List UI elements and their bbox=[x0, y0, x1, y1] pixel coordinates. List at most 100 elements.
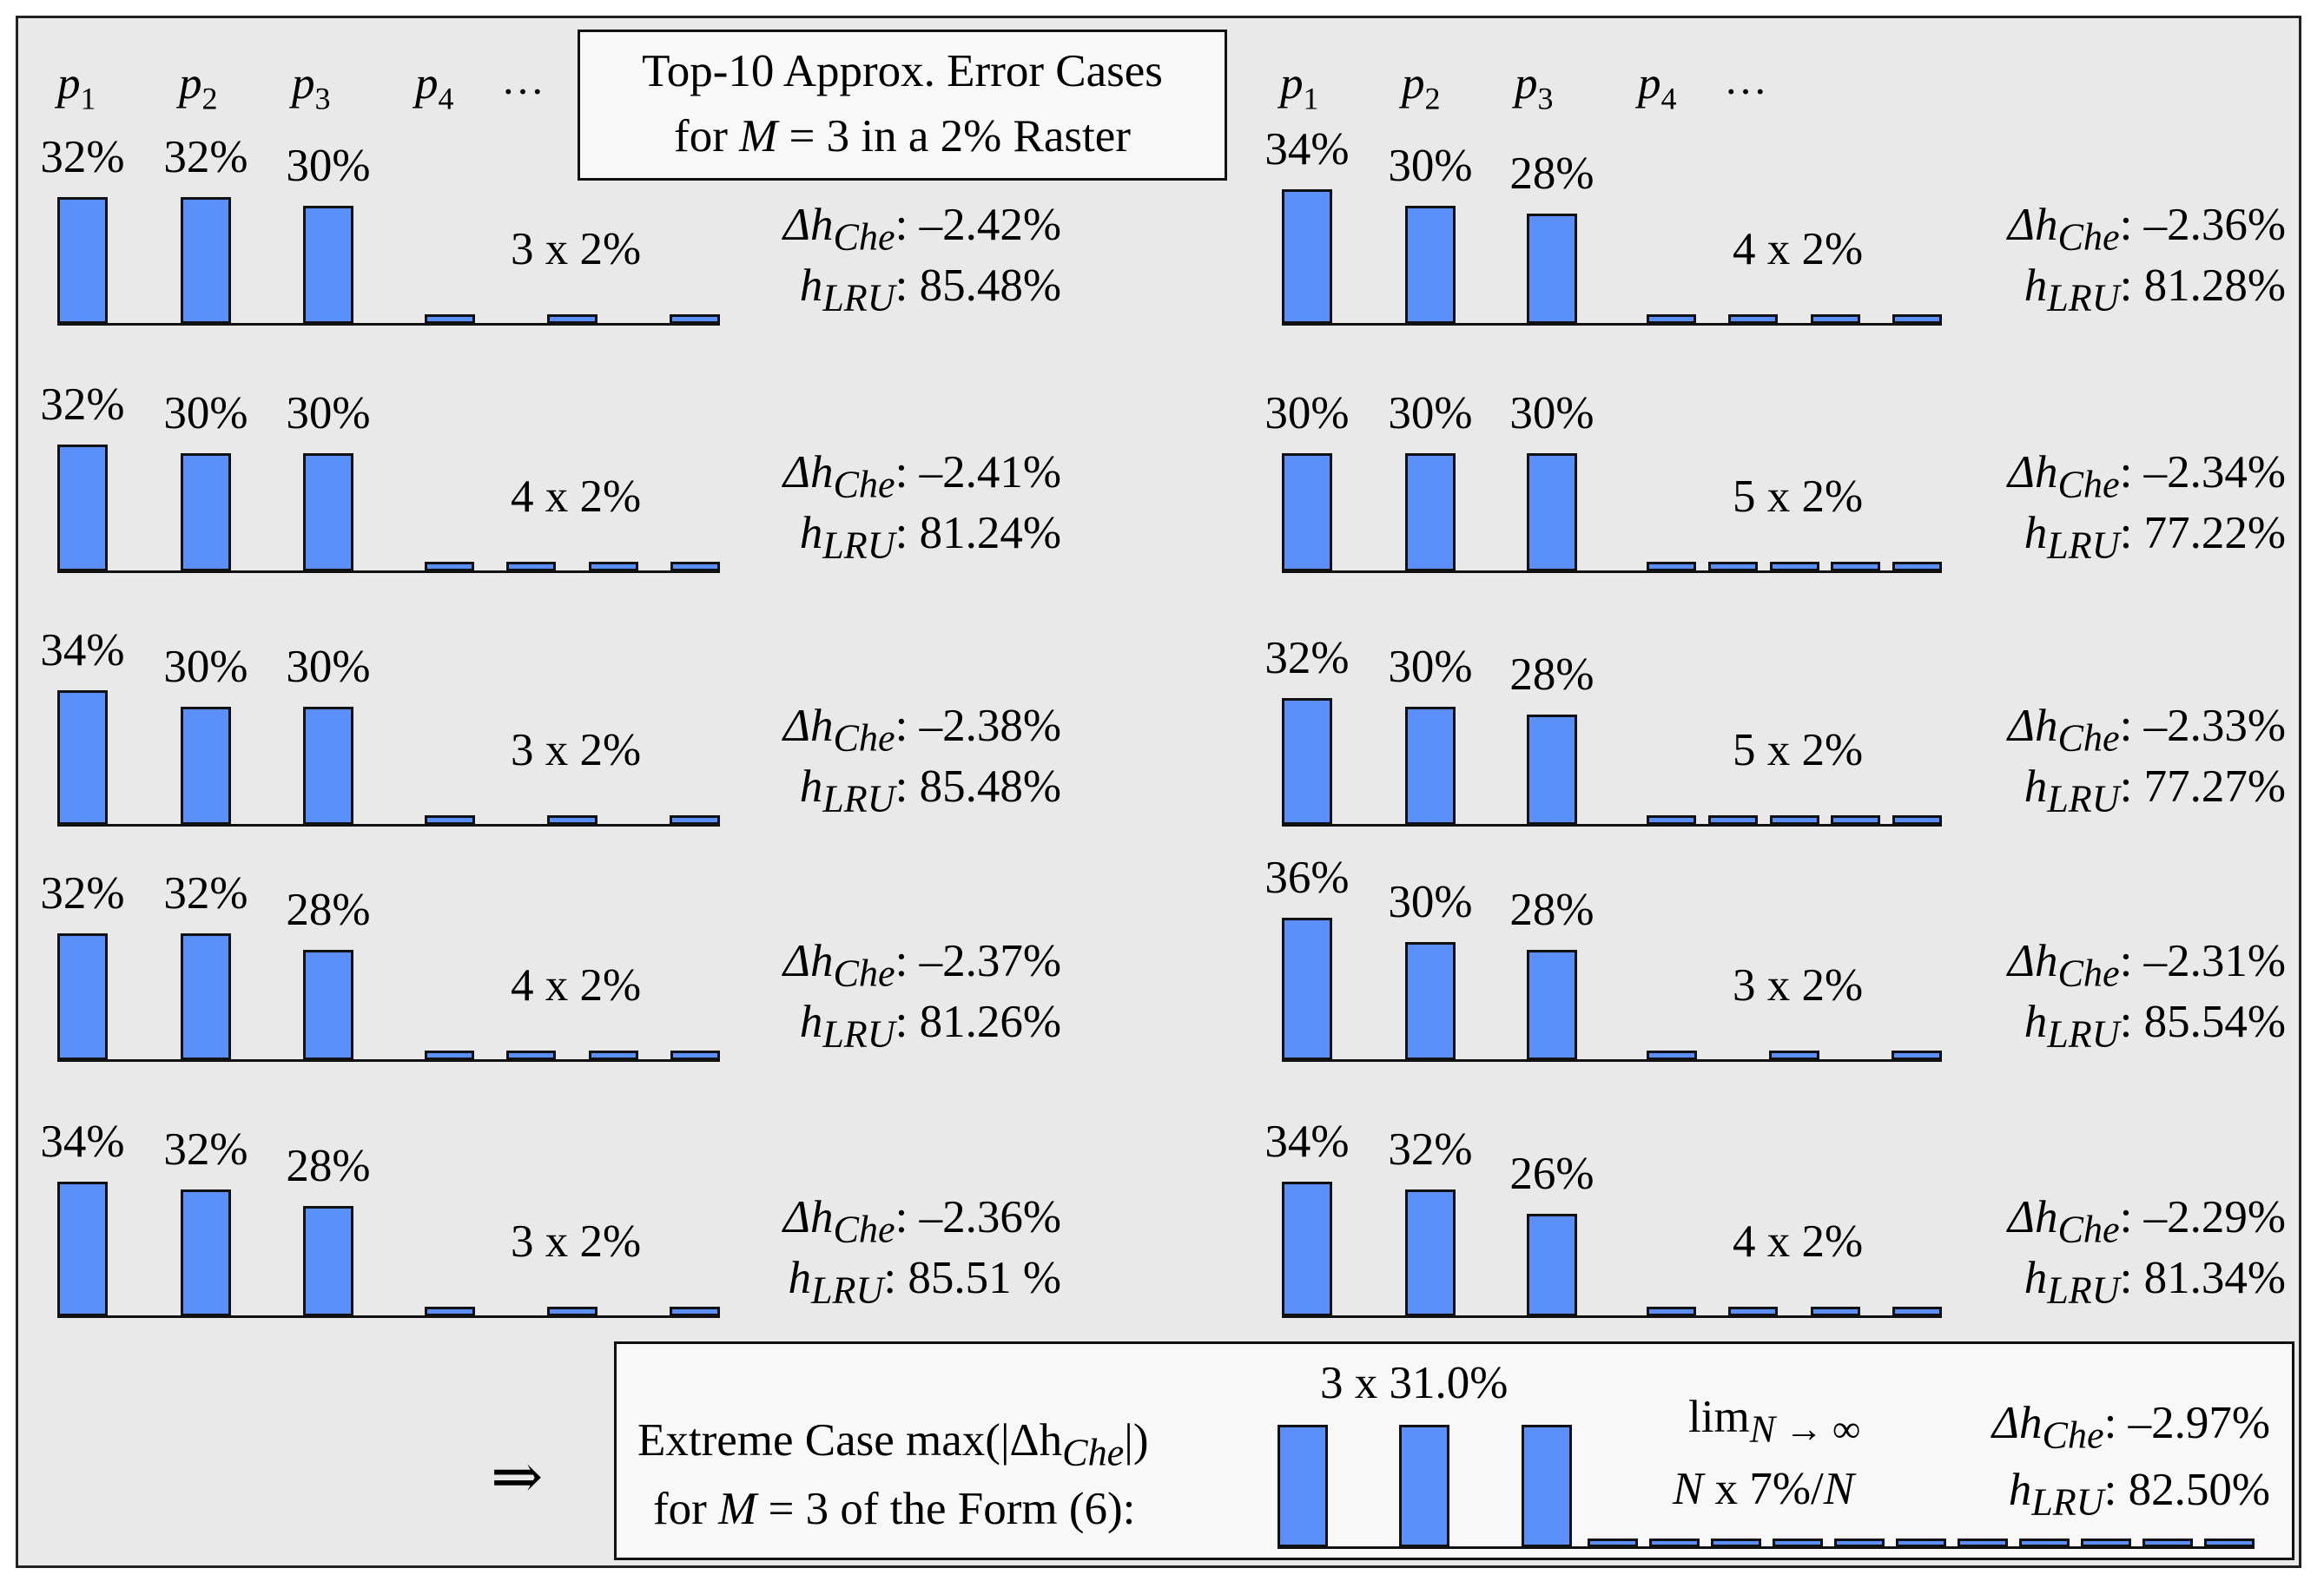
bar-tail bbox=[588, 561, 638, 571]
series-label: p3 bbox=[292, 58, 331, 116]
bar-tail bbox=[670, 1306, 720, 1316]
bar-top-2 bbox=[1405, 941, 1456, 1060]
h-lru-value: hLRU: 81.28% bbox=[2024, 263, 2286, 318]
bar-top-1 bbox=[1282, 189, 1332, 324]
tail-label: 3 x 2% bbox=[511, 224, 642, 274]
h-lru-label-symbol: hLRU bbox=[799, 761, 895, 820]
delta-h-che-number: : –2.31% bbox=[2119, 936, 2286, 986]
bar-value-label: 26% bbox=[1509, 1148, 1594, 1199]
bar-tail bbox=[1810, 1306, 1860, 1316]
x-axis-line bbox=[1282, 323, 1942, 326]
h-lru-label-subscript: LRU bbox=[2047, 524, 2120, 567]
tail-label: 5 x 2% bbox=[1733, 725, 1864, 775]
bar-value-label: 34% bbox=[40, 1117, 125, 1168]
bar-value-label: 28% bbox=[1509, 884, 1594, 935]
bar-value-label: 32% bbox=[163, 1124, 248, 1176]
extreme-h-lru-number: : 82.50% bbox=[2103, 1465, 2270, 1515]
h-lru-label-subscript: LRU bbox=[822, 777, 895, 820]
extreme-case-line1: Extreme Case max(|ΔhChe|) bbox=[637, 1418, 1149, 1473]
bar-tail bbox=[1831, 814, 1881, 825]
delta-h-che-number: : –2.41% bbox=[895, 447, 1061, 497]
bar-tail bbox=[1647, 1050, 1697, 1060]
delta-h-che-label-subscript: Che bbox=[833, 952, 895, 995]
bar-top-3 bbox=[1527, 1213, 1577, 1316]
bar-tail bbox=[1892, 1306, 1942, 1316]
extreme-bar-tail bbox=[1958, 1539, 2008, 1547]
delta-h-che-value: ΔhChe: –2.33% bbox=[2008, 703, 2286, 758]
extreme-bar-tail bbox=[2142, 1539, 2193, 1547]
series-label: p4 bbox=[415, 58, 454, 116]
delta-h-che-label-subscript: Che bbox=[833, 215, 895, 259]
bar-top-1 bbox=[1282, 698, 1332, 825]
delta-h-che-number: : –2.36% bbox=[2119, 200, 2286, 250]
bar-top-1 bbox=[57, 1182, 108, 1316]
bar-value-label: 30% bbox=[1264, 387, 1350, 438]
delta-h-che-number: : –2.29% bbox=[2119, 1192, 2286, 1242]
bar-tail bbox=[1647, 814, 1696, 825]
h-lru-label-subscript: LRU bbox=[822, 524, 895, 567]
bar-value-label: 30% bbox=[1388, 140, 1473, 191]
series-label: p4 bbox=[1638, 58, 1677, 116]
delta-h-che-number: : –2.36% bbox=[895, 1192, 1061, 1242]
bar-value-label: 28% bbox=[286, 884, 371, 935]
tail-label: 3 x 2% bbox=[511, 725, 642, 775]
series-label-subscript: 3 bbox=[1537, 81, 1554, 116]
bar-tail bbox=[670, 313, 720, 324]
delta-h-che-label-symbol: ΔhChe bbox=[782, 701, 895, 760]
x-axis-line bbox=[1282, 824, 1942, 827]
delta-h-che-number: : –2.33% bbox=[2119, 701, 2286, 751]
series-label-subscript: 2 bbox=[201, 81, 218, 116]
h-lru-label-symbol: hLRU bbox=[2024, 508, 2120, 567]
implies-arrow: ⇒ bbox=[491, 1442, 544, 1512]
delta-h-che-value: ΔhChe: –2.41% bbox=[783, 450, 1061, 504]
delta-h-che-number: : –2.42% bbox=[895, 200, 1061, 250]
extreme-bar-tail bbox=[2019, 1539, 2070, 1547]
h-lru-label-subscript: LRU bbox=[822, 1012, 895, 1056]
delta-h-che-label-subscript: Che bbox=[833, 1208, 895, 1251]
x-axis-line bbox=[57, 1315, 720, 1318]
bar-top-3 bbox=[303, 1205, 353, 1316]
series-label: p1 bbox=[1280, 58, 1319, 116]
extreme-delta-h-che-label-subscript: Che bbox=[2042, 1413, 2104, 1457]
extreme-bar-tail bbox=[1896, 1539, 1946, 1547]
extreme-case-line1-sub: Che bbox=[1062, 1431, 1125, 1474]
bar-value-label: 30% bbox=[286, 641, 371, 692]
limit-text: lim bbox=[1688, 1392, 1750, 1442]
h-lru-number: : 81.24% bbox=[895, 508, 1061, 558]
delta-h-che-value: ΔhChe: –2.34% bbox=[2008, 450, 2286, 504]
bar-tail bbox=[1728, 1306, 1779, 1316]
delta-h-che-label-symbol: ΔhChe bbox=[782, 447, 895, 506]
h-lru-value: hLRU: 81.26% bbox=[800, 999, 1061, 1054]
extreme-h-lru-label-symbol: hLRU bbox=[2008, 1465, 2104, 1524]
bar-value-label: 30% bbox=[1388, 641, 1473, 692]
h-lru-label-subscript: LRU bbox=[822, 276, 895, 320]
series-label-subscript: 3 bbox=[314, 81, 331, 116]
delta-h-che-label-symbol: ΔhChe bbox=[2007, 447, 2120, 506]
bar-value-label: 30% bbox=[286, 387, 371, 438]
bar-value-label: 32% bbox=[40, 868, 125, 919]
bar-top-1 bbox=[1282, 1182, 1332, 1316]
bar-tail bbox=[425, 1306, 475, 1316]
bar-value-label: 34% bbox=[40, 625, 125, 676]
delta-h-che-value: ΔhChe: –2.36% bbox=[783, 1195, 1061, 1249]
bar-tail bbox=[1647, 313, 1696, 324]
extreme-case-line2-post: = 3 of the Form (6): bbox=[756, 1484, 1136, 1534]
bar-tail bbox=[1892, 814, 1942, 825]
bar-tail bbox=[547, 814, 598, 825]
series-label: p1 bbox=[57, 58, 96, 116]
series-label: … bbox=[501, 55, 545, 103]
series-label-subscript: 4 bbox=[438, 81, 454, 116]
series-label-subscript: 1 bbox=[1303, 81, 1319, 116]
bar-tail bbox=[506, 561, 557, 571]
bar-tail bbox=[1892, 1050, 1942, 1060]
bar-value-label: 32% bbox=[1388, 1124, 1473, 1176]
extreme-top-label: 3 x 31.0% bbox=[1320, 1358, 1509, 1408]
bar-top-1 bbox=[57, 445, 108, 571]
bar-value-label: 28% bbox=[1509, 148, 1594, 199]
chart-title-line2: for M = 3 in a 2% Raster bbox=[674, 111, 1131, 161]
h-lru-label-subscript: LRU bbox=[2047, 1012, 2120, 1056]
extreme-case-box bbox=[614, 1341, 2294, 1560]
bar-top-3 bbox=[1527, 213, 1577, 324]
h-lru-value: hLRU: 77.27% bbox=[2024, 764, 2286, 819]
h-lru-number: : 77.22% bbox=[2119, 508, 2286, 558]
